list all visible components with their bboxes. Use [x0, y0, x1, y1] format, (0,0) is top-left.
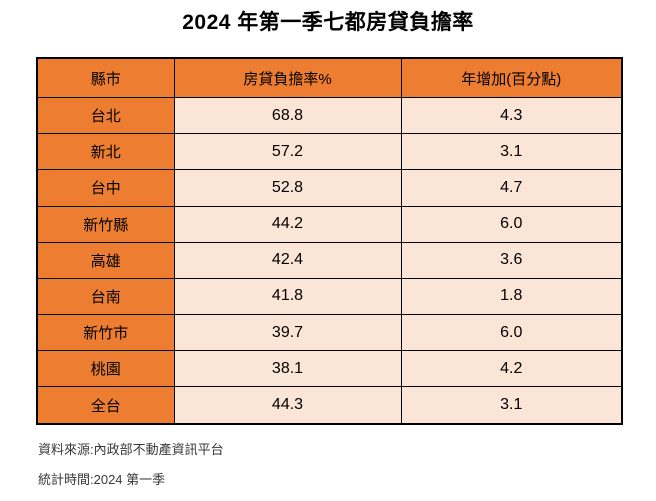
- row-label: 高雄: [36, 241, 175, 279]
- source-note: 資料來源:內政部不動產資訊平台: [38, 442, 224, 457]
- table-row: 新竹市 39.7 6.0: [36, 314, 623, 352]
- table-row: 高雄 42.4 3.6: [36, 241, 623, 279]
- rate-cell: 68.8: [173, 96, 402, 135]
- row-label: 台中: [36, 169, 175, 207]
- rate-cell: 38.1: [173, 350, 402, 388]
- footer: 資料來源:內政部不動產資訊平台 統計時間:2024 第一季: [38, 441, 224, 501]
- header-cell-change: 年增加(百分點): [400, 57, 623, 98]
- table-row: 全台 44.3 3.1: [36, 386, 623, 425]
- change-cell: 6.0: [400, 314, 623, 352]
- rate-cell: 44.3: [173, 386, 402, 425]
- row-label: 新北: [36, 133, 175, 171]
- mortgage-burden-table: 縣市 房貸負擔率% 年增加(百分點) 台北 68.8 4.3 新北 57.2 3…: [36, 57, 623, 425]
- table-row: 新竹縣 44.2 6.0: [36, 205, 623, 243]
- change-cell: 6.0: [400, 205, 623, 243]
- row-label: 台南: [36, 277, 175, 316]
- rate-cell: 41.8: [173, 277, 402, 316]
- row-label: 新竹縣: [36, 205, 175, 243]
- row-label: 桃園: [36, 350, 175, 388]
- change-cell: 1.8: [400, 277, 623, 316]
- row-label: 台北: [36, 96, 175, 135]
- rate-cell: 52.8: [173, 169, 402, 207]
- header-cell-rate: 房貸負擔率%: [173, 57, 402, 98]
- rate-cell: 39.7: [173, 314, 402, 352]
- change-cell: 3.1: [400, 386, 623, 425]
- table-row: 台北 68.8 4.3: [36, 96, 623, 135]
- rate-cell: 42.4: [173, 241, 402, 279]
- rate-cell: 57.2: [173, 133, 402, 171]
- row-label: 新竹市: [36, 314, 175, 352]
- table-header-row: 縣市 房貸負擔率% 年增加(百分點): [36, 57, 623, 98]
- header-cell-city: 縣市: [36, 57, 175, 98]
- page-title: 2024 年第一季七都房貸負擔率: [182, 11, 474, 34]
- rate-cell: 44.2: [173, 205, 402, 243]
- change-cell: 4.3: [400, 96, 623, 135]
- table-row: 新北 57.2 3.1: [36, 133, 623, 171]
- period-note: 統計時間:2024 第一季: [38, 472, 166, 487]
- change-cell: 4.7: [400, 169, 623, 207]
- table-row: 桃園 38.1 4.2: [36, 350, 623, 388]
- change-cell: 3.6: [400, 241, 623, 279]
- row-label: 全台: [36, 386, 175, 425]
- table-row: 台南 41.8 1.8: [36, 277, 623, 316]
- table-row: 台中 52.8 4.7: [36, 169, 623, 207]
- change-cell: 3.1: [400, 133, 623, 171]
- change-cell: 4.2: [400, 350, 623, 388]
